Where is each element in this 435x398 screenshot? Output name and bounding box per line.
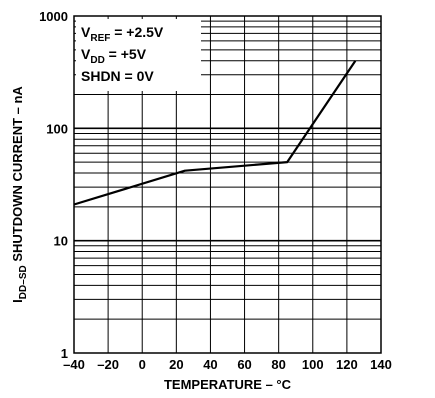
y-tick-labels: 1 10 100 1000 <box>39 9 68 361</box>
x-tick-label: 0 <box>139 357 146 372</box>
shutdown-current-curve <box>73 60 357 206</box>
y-axis-title-subscript: DD–SD <box>18 265 29 299</box>
annotation-rest: = +2.5V <box>110 24 164 40</box>
y-axis-title: IDD–SD SHUTDOWN CURRENT – nA <box>10 86 29 303</box>
y-tick-label: 10 <box>54 234 68 249</box>
x-tick-label: 100 <box>302 357 324 372</box>
annotation-subscript: REF <box>90 33 110 44</box>
y-tick-label: 1 <box>61 346 68 361</box>
curve-layer <box>73 60 357 206</box>
annotation-rest: = +5V <box>105 46 147 62</box>
annotation-subscript: DD <box>90 55 104 66</box>
x-tick-label: 80 <box>271 357 285 372</box>
plot-frame <box>73 15 382 354</box>
x-tick-label: 40 <box>203 357 217 372</box>
x-tick-label: 60 <box>237 357 251 372</box>
annotation-main: SHDN = 0V <box>81 68 154 84</box>
x-tick-label: –20 <box>97 357 119 372</box>
annotation-line: VREF = +2.5V <box>81 24 164 44</box>
x-tick-label: 140 <box>370 357 392 372</box>
x-tick-label: 120 <box>336 357 358 372</box>
y-axis-title-rest: SHUTDOWN CURRENT – nA <box>10 86 25 266</box>
x-tick-label: –40 <box>63 357 85 372</box>
y-tick-label: 1000 <box>39 9 68 24</box>
x-tick-label: 20 <box>169 357 183 372</box>
annotation-line: VDD = +5V <box>81 46 147 66</box>
y-axis-title-main: I <box>10 299 25 303</box>
x-axis-title: TEMPERATURE – °C <box>164 377 292 392</box>
x-tick-labels: –40 –20 0 20 40 60 80 100 120 140 <box>63 357 392 372</box>
annotation-line: SHDN = 0V <box>81 68 154 84</box>
annotation-main: V <box>81 46 91 62</box>
y-tick-label: 100 <box>46 121 68 136</box>
grid-lines <box>74 16 381 353</box>
annotation-main: V <box>81 24 91 40</box>
annotation-background <box>76 19 201 91</box>
